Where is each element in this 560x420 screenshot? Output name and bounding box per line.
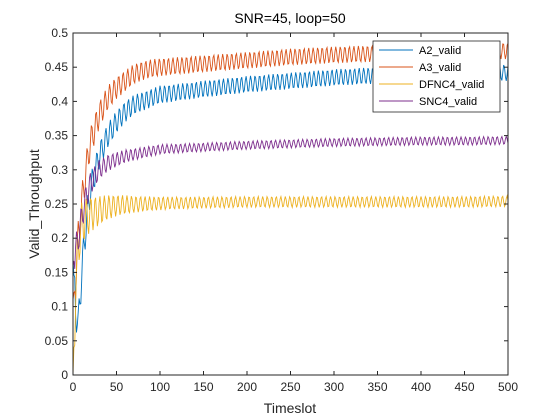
y-tick-label: 0.1 — [51, 300, 68, 314]
x-tick-label: 0 — [70, 380, 77, 394]
legend: A2_valid A3_valid DFNC4_valid SNC4_valid — [372, 40, 501, 113]
y-tick-label: 0.05 — [45, 334, 69, 348]
y-tick-label: 0.5 — [51, 26, 68, 40]
y-tick-label: 0.35 — [45, 129, 69, 143]
y-axis-label: Valid_Throughput — [26, 149, 42, 259]
x-tick-label: 100 — [150, 380, 170, 394]
legend-label: SNC4_valid — [419, 96, 477, 108]
x-tick-label: 50 — [110, 380, 124, 394]
legend-box — [372, 40, 501, 113]
y-tick-label: 0 — [61, 368, 68, 382]
y-tick-label: 0.25 — [45, 197, 69, 211]
x-axis-label: Timeslot — [264, 400, 316, 416]
legend-label: A2_valid — [419, 45, 461, 57]
x-tick-label: 350 — [367, 380, 387, 394]
legend-label: A3_valid — [419, 62, 461, 74]
y-tick-label: 0.45 — [45, 60, 69, 74]
x-tick-label: 250 — [280, 380, 300, 394]
y-tick-label: 0.2 — [51, 231, 68, 245]
y-tick-label: 0.3 — [51, 163, 68, 177]
x-tick-label: 500 — [498, 380, 518, 394]
x-tick-label: 450 — [454, 380, 474, 394]
x-axis: 0 50 100 150 200 250 300 350 400 450 500 — [70, 33, 518, 394]
series-line-dfnc4-valid — [72, 194, 509, 376]
chart-title: SNR=45, loop=50 — [234, 10, 346, 26]
x-tick-label: 400 — [411, 380, 431, 394]
y-tick-label: 0.15 — [45, 265, 69, 279]
x-tick-label: 150 — [193, 380, 213, 394]
y-axis: 0 0.05 0.1 0.15 0.2 0.25 0.3 0.35 0.4 0.45 0.5 — [45, 26, 508, 382]
x-tick-label: 300 — [324, 380, 344, 394]
y-tick-label: 0.4 — [51, 94, 68, 108]
legend-label: DFNC4_valid — [419, 79, 484, 91]
series-line-snc4-valid — [72, 134, 509, 269]
x-tick-label: 200 — [237, 380, 257, 394]
